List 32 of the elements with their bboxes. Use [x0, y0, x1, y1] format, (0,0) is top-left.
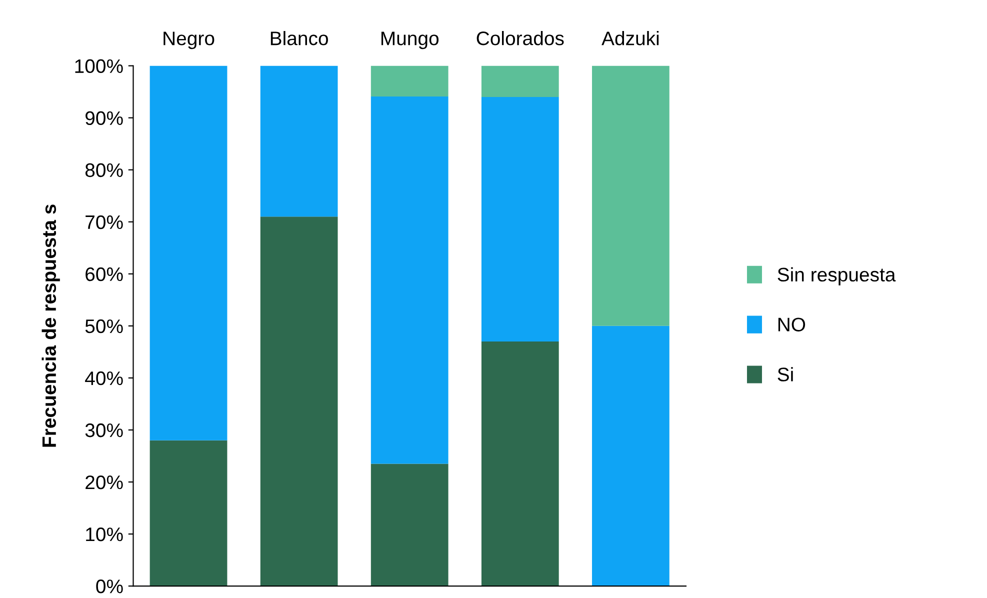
bar	[481, 342, 559, 586]
bar	[150, 66, 228, 440]
bar	[481, 96, 559, 342]
bar	[370, 464, 448, 586]
y-tick-label: 60%	[86, 267, 123, 282]
bar	[481, 66, 559, 97]
y-tick-label: 10%	[86, 527, 123, 542]
x-tick-label: Blanco	[270, 30, 328, 46]
bar	[592, 66, 670, 326]
bar	[592, 326, 670, 586]
x-tick-label: Negro	[164, 32, 214, 50]
bar	[370, 66, 448, 96]
y-tick-label: 40%	[85, 371, 123, 386]
x-tick-label: Colorados	[476, 30, 564, 46]
legend-label: Sin respuesta	[778, 267, 896, 286]
bar	[260, 216, 338, 586]
bar	[370, 96, 448, 464]
y-tick-label: 70%	[86, 215, 123, 230]
y-tick-label: 50%	[85, 319, 123, 334]
x-tick-label: Adzuki	[602, 30, 659, 46]
legend-label: NO	[778, 318, 806, 332]
y-tick-label: 30%	[85, 423, 123, 438]
bar	[260, 66, 338, 217]
y-tick-label: 80%	[85, 163, 123, 178]
legend-label: Si	[778, 367, 793, 382]
y-tick-label: 100%	[75, 59, 123, 74]
y-axis-title: Frecuencia de respuesta s	[42, 204, 60, 447]
x-tick-label: Mungo	[381, 32, 439, 50]
y-tick-label: 20%	[86, 475, 123, 490]
y-tick-label: 0%	[96, 580, 123, 594]
bar	[150, 440, 228, 586]
y-tick-label: 90%	[86, 111, 123, 126]
